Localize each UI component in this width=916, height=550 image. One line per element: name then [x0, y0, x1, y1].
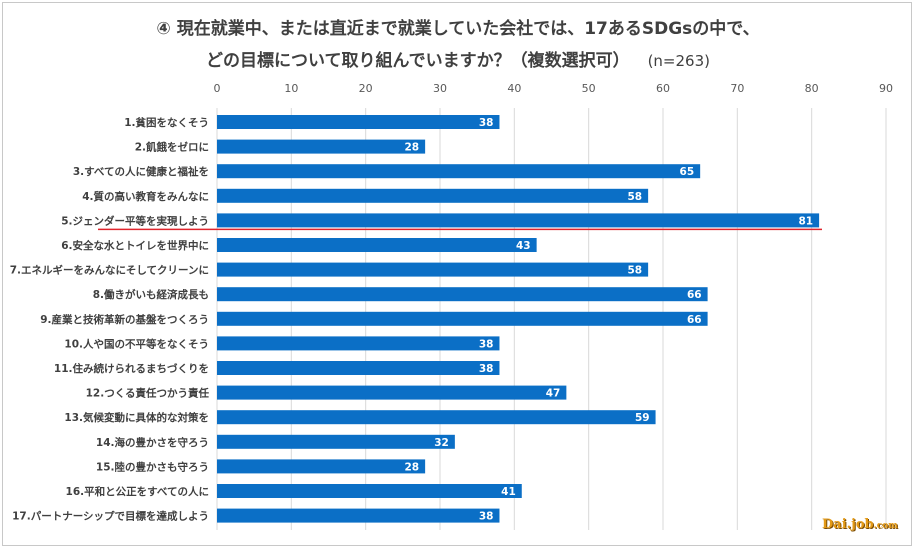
bar [217, 311, 708, 326]
x-tick-label: 60 [656, 82, 670, 95]
x-tick-label: 20 [359, 82, 373, 95]
logo-main: Dai.job [822, 517, 874, 532]
data-label: 38 [479, 117, 494, 129]
chart-title-line-2: どの目標について取り組んでいますか？（複数選択可） (n=263) [0, 46, 916, 71]
category-label: 14.海の豊かさを守ろう [96, 436, 209, 449]
data-label: 28 [405, 461, 420, 473]
bar [217, 139, 426, 154]
category-label: 4.質の高い教育をみんなに [82, 190, 209, 203]
data-label: 65 [680, 166, 695, 178]
category-label: 8.働きがいも経済成長も [93, 288, 209, 301]
category-label: 10.人や国の不平等をなくそう [64, 337, 209, 350]
category-label: 7.エネルギーをみんなにそしてクリーンに [10, 264, 209, 277]
bar [217, 262, 649, 277]
data-label: 43 [516, 240, 531, 252]
x-tick-label: 30 [433, 82, 447, 95]
bar [217, 361, 500, 375]
category-label: 3.すべての人に健康と福祉を [73, 165, 209, 178]
bar [217, 287, 708, 302]
data-label: 32 [434, 437, 449, 449]
data-label: 47 [546, 388, 561, 400]
category-label: 1.貧困をなくそう [124, 116, 209, 129]
data-label: 59 [635, 412, 650, 424]
bar [217, 484, 522, 498]
x-tick-label: 50 [582, 82, 596, 95]
data-label: 38 [479, 338, 494, 350]
x-tick-label: 90 [879, 82, 893, 95]
data-label: 41 [501, 486, 516, 498]
bar [217, 410, 656, 425]
bar [217, 336, 500, 351]
data-label: 58 [628, 191, 643, 203]
bar [217, 508, 500, 523]
bar [217, 213, 820, 228]
bar [217, 164, 701, 179]
x-tick-label: 10 [284, 82, 298, 95]
bar [217, 385, 567, 400]
category-label: 15.陸の豊かさも守ろう [96, 460, 209, 473]
data-label: 81 [798, 215, 813, 227]
category-label: 17.パートナーシップで目標を達成しよう [12, 510, 209, 523]
category-label: 13.気候変動に具体的な対策を [64, 411, 209, 424]
category-label: 2.飢餓をゼロに [135, 141, 209, 154]
bar [217, 115, 500, 129]
data-label: 38 [479, 511, 494, 523]
site-logo: Dai.job.com [822, 517, 898, 532]
category-label: 12.つくる責任つかう責任 [86, 387, 210, 400]
x-tick-label: 80 [805, 82, 819, 95]
data-label: 58 [628, 265, 643, 277]
bar [217, 188, 649, 203]
sample-size-note: (n=263) [647, 52, 710, 70]
category-label: 6.安全な水とトイレを世界中に [61, 239, 209, 252]
x-tick-label: 0 [214, 82, 221, 95]
data-label: 66 [687, 289, 702, 301]
category-label: 11.住み続けられるまちづくりを [54, 362, 209, 375]
category-label: 16.平和と公正をすべての人に [66, 485, 209, 498]
logo-suffix: .com [873, 521, 898, 531]
bar [217, 459, 426, 474]
data-label: 28 [405, 142, 420, 154]
data-label: 38 [479, 363, 494, 375]
bar [217, 238, 537, 252]
chart-title-line-2-text: どの目標について取り組んでいますか？（複数選択可） [206, 51, 630, 71]
x-tick-label: 40 [507, 82, 521, 95]
data-label: 66 [687, 314, 702, 326]
bar [217, 434, 455, 449]
chart-title-line-1: ④ 現在就業中、または直近まで就業していた会社では、17あるSDGsの中で、 [156, 19, 760, 39]
category-label: 5.ジェンダー平等を実現しよう [61, 214, 209, 227]
x-tick-label: 70 [730, 82, 744, 95]
category-label: 9.産業と技術革新の基盤をつくろう [40, 313, 209, 326]
